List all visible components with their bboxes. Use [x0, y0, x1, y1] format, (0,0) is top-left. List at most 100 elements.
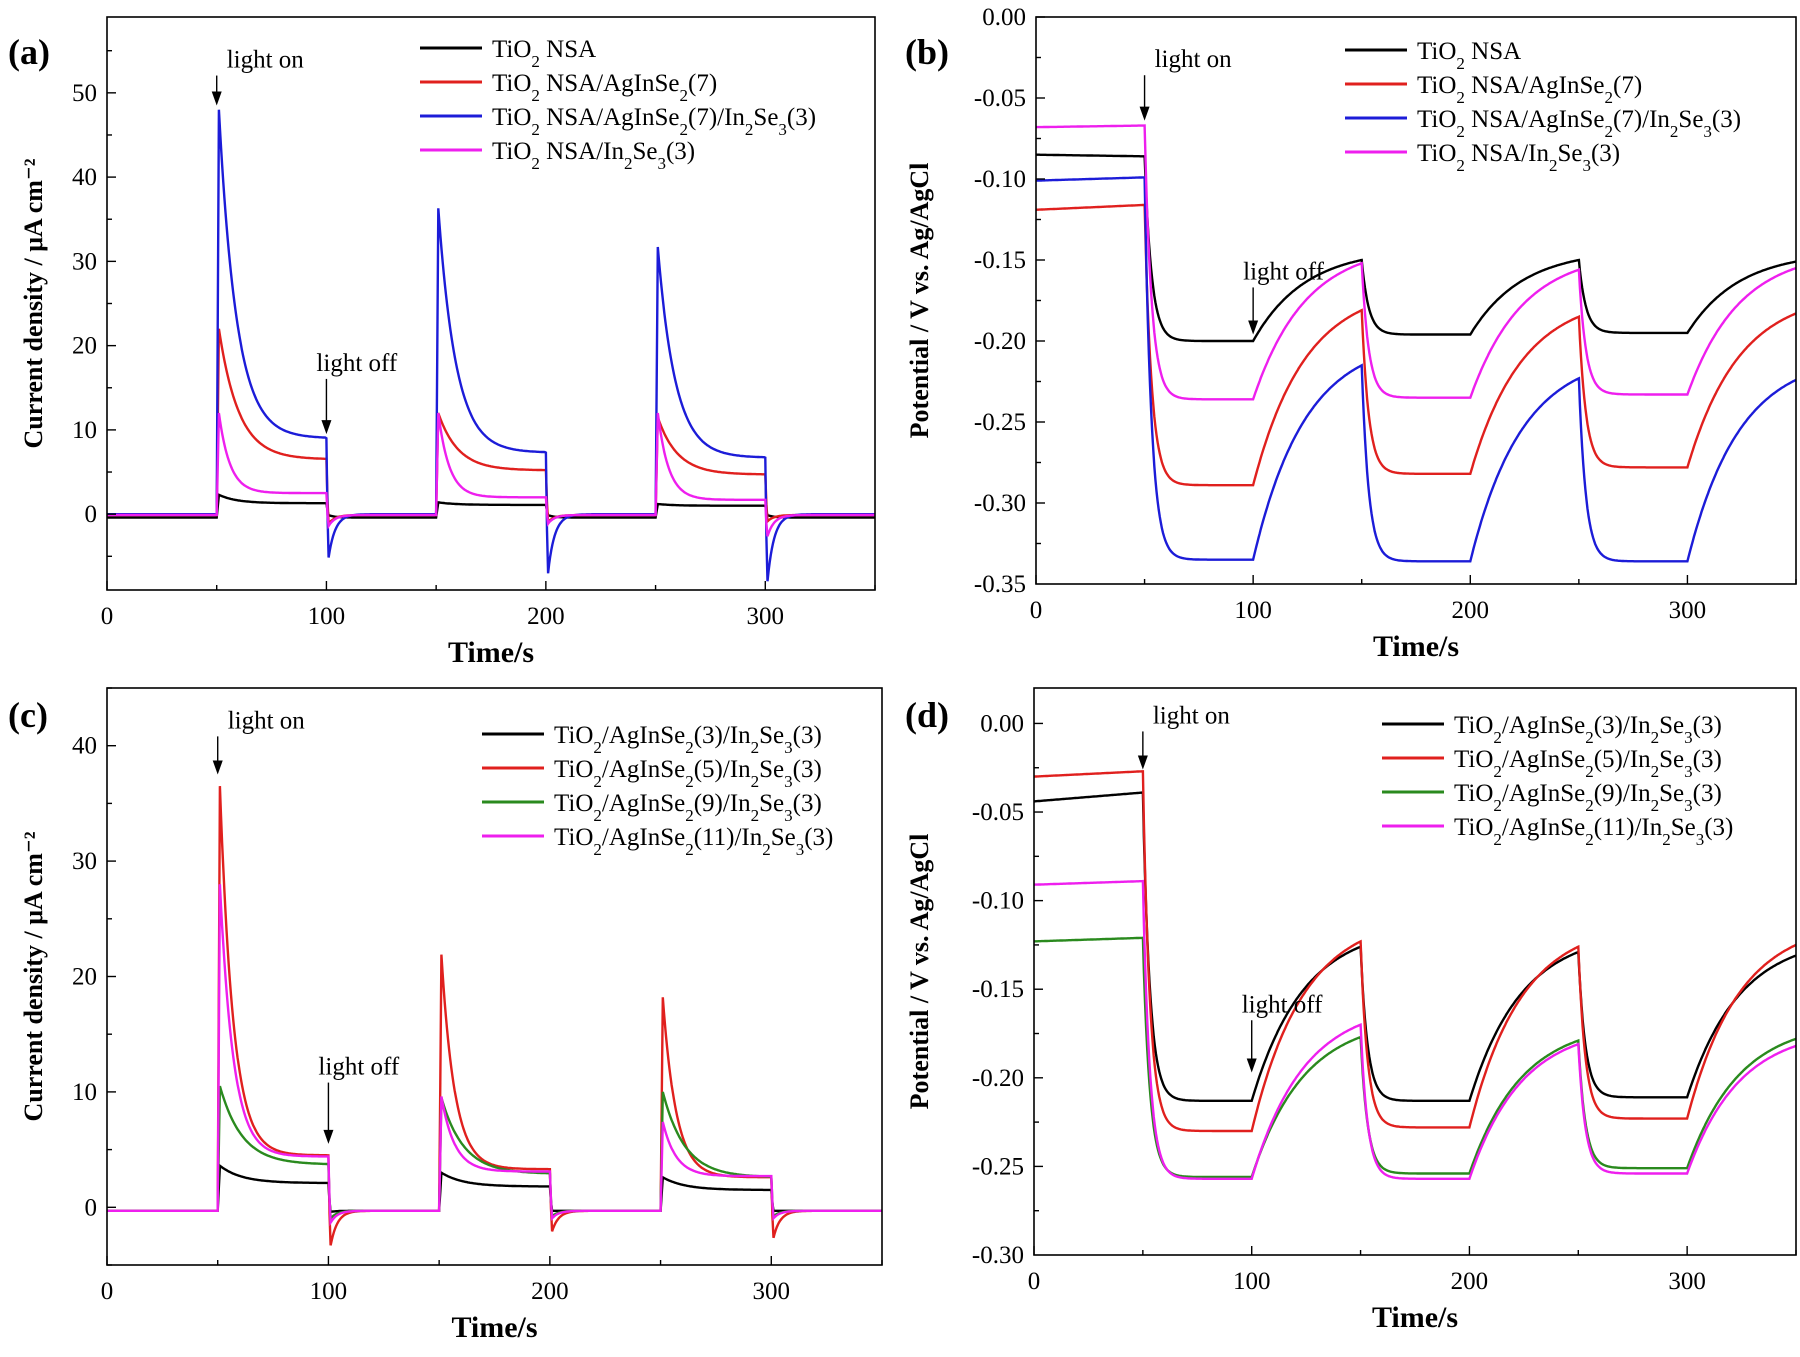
x-tick-label: 0 — [101, 603, 114, 630]
y-tick-label: 40 — [72, 733, 97, 760]
arrowhead — [323, 1129, 334, 1144]
x-tick-label: 300 — [1668, 1268, 1706, 1295]
y-axis-label: Current density / μA cm⁻² — [19, 158, 48, 448]
arrowhead — [1139, 106, 1150, 121]
x-axis-label: Time/s — [448, 636, 534, 669]
series-line-1 — [107, 493, 875, 519]
annotation-text: light off — [1242, 991, 1323, 1018]
x-tick-label: 200 — [527, 603, 565, 630]
series-line-2 — [1036, 203, 1796, 487]
x-tick-label: 200 — [531, 1278, 569, 1305]
legend-entry: TiO2/AgInSe2(11)/In2Se3(3) — [1454, 814, 1733, 849]
series-line-1 — [1036, 153, 1796, 343]
arrowhead — [321, 420, 332, 435]
annotation: light off — [316, 350, 398, 435]
y-tick-label: 30 — [72, 848, 97, 875]
annotation-text: light off — [316, 350, 397, 377]
y-tick-label: 0 — [85, 1194, 98, 1221]
y-tick-label: 10 — [72, 1079, 97, 1106]
chart-panel-4: 0 100 200 300 0.00 -0.05 -0.10 -0.15 -0.20 -0.25 -… — [905, 687, 1797, 1334]
x-tick-label: 100 — [308, 603, 346, 630]
x-tick-label: 300 — [753, 1278, 791, 1305]
x-tick-label: 0 — [101, 1278, 114, 1305]
panel-label: (c) — [8, 695, 48, 735]
annotation: light off — [318, 1054, 400, 1144]
legend-entry: TiO2/AgInSe2(3)/In2Se3(3) — [1454, 712, 1722, 747]
annotation: light off — [1242, 991, 1323, 1073]
chart-panel-3: 0 100 200 300 0 10 20 30 40 Time/s Current density… — [8, 687, 883, 1344]
legend-entry: TiO2 NSA/AgInSe2(7) — [1417, 72, 1642, 107]
panel-label: (d) — [905, 695, 949, 735]
y-axis-label: Potential / V vs. Ag/AgCl — [905, 834, 934, 1110]
y-tick-label: -0.10 — [972, 888, 1024, 915]
series-line-3 — [107, 109, 875, 582]
series-line-2 — [107, 328, 875, 527]
plot-frame — [1035, 16, 1797, 585]
legend: TiO2/AgInSe2(3)/In2Se3(3)TiO2/AgInSe2(5)… — [1382, 712, 1733, 849]
x-axis-label: Time/s — [451, 1311, 537, 1344]
series-line-1 — [107, 1163, 882, 1214]
y-tick-label: 0.00 — [980, 710, 1024, 737]
x-axis-label: Time/s — [1373, 630, 1459, 663]
x-tick-label: 200 — [1452, 597, 1490, 624]
y-tick-label: -0.20 — [972, 1065, 1024, 1092]
y-tick-label: 10 — [72, 417, 97, 444]
legend: TiO2/AgInSe2(3)/In2Se3(3)TiO2/AgInSe2(5)… — [482, 722, 833, 859]
series-line-4 — [107, 884, 882, 1227]
annotation-text: light on — [1153, 702, 1231, 729]
legend-entry: TiO2/AgInSe2(9)/In2Se3(3) — [1454, 780, 1722, 815]
y-tick-label: -0.05 — [972, 799, 1024, 826]
annotation-text: light on — [228, 707, 306, 734]
arrowhead — [1248, 320, 1259, 335]
y-tick-label: -0.10 — [974, 166, 1026, 193]
series-line-2 — [1034, 770, 1796, 1133]
panel-label: (a) — [8, 32, 50, 72]
series-group — [107, 786, 882, 1246]
annotation-text: light off — [318, 1054, 399, 1081]
legend-entry: TiO2 NSA — [492, 36, 596, 71]
arrowhead — [211, 91, 222, 106]
legend-entry: TiO2/AgInSe2(9)/In2Se3(3) — [554, 790, 822, 825]
y-tick-label: 20 — [72, 964, 97, 991]
series-line-4 — [1034, 879, 1796, 1180]
annotation-text: light on — [227, 47, 305, 74]
x-axis-label: Time/s — [1372, 1301, 1458, 1334]
legend-entry: TiO2/AgInSe2(5)/In2Se3(3) — [554, 756, 822, 791]
y-tick-label: 50 — [72, 80, 97, 107]
chart-panel-2: 0 100 200 300 0.00 -0.05 -0.10 -0.15 -0.20 -0.25 -… — [905, 4, 1797, 663]
chart-panel-1: 0 100 200 300 0 10 20 30 40 50 Time/s Current densi… — [8, 16, 876, 669]
annotation-text: light off — [1243, 258, 1324, 285]
y-tick-label: -0.25 — [972, 1153, 1024, 1180]
legend-entry: TiO2/AgInSe2(3)/In2Se3(3) — [554, 722, 822, 757]
legend-entry: TiO2 NSA/AgInSe2(7)/In2Se3(3) — [492, 104, 816, 139]
y-tick-label: 0.00 — [982, 4, 1026, 31]
legend-entry: TiO2/AgInSe2(11)/In2Se3(3) — [554, 824, 833, 859]
legend-entry: TiO2 NSA/In2Se3(3) — [492, 138, 695, 173]
series-line-4 — [1036, 124, 1796, 401]
x-tick-label: 0 — [1030, 597, 1043, 624]
series-line-4 — [107, 412, 875, 537]
arrowhead — [1137, 755, 1148, 770]
series-group — [1034, 770, 1796, 1180]
y-tick-label: -0.15 — [974, 247, 1026, 274]
legend-entry: TiO2/AgInSe2(5)/In2Se3(3) — [1454, 746, 1722, 781]
y-tick-label: -0.15 — [972, 976, 1024, 1003]
annotation: light on — [1139, 46, 1232, 121]
legend-entry: TiO2 NSA/In2Se3(3) — [1417, 140, 1620, 175]
y-tick-label: -0.30 — [974, 490, 1026, 517]
legend-entry: TiO2 NSA/AgInSe2(7)/In2Se3(3) — [1417, 106, 1741, 141]
y-tick-label: 0 — [85, 501, 98, 528]
x-tick-label: 300 — [1669, 597, 1707, 624]
y-tick-label: -0.25 — [974, 409, 1026, 436]
series-group — [1036, 124, 1796, 563]
annotation: light off — [1243, 258, 1325, 335]
plot-frame — [1033, 687, 1797, 1256]
annotation: light on — [212, 707, 306, 775]
y-tick-label: 30 — [72, 248, 97, 275]
annotation: light on — [1137, 702, 1231, 770]
series-line-1 — [1034, 791, 1796, 1102]
y-axis-label: Potential / V vs. Ag/AgCl — [905, 163, 934, 439]
series-line-3 — [107, 1085, 882, 1221]
